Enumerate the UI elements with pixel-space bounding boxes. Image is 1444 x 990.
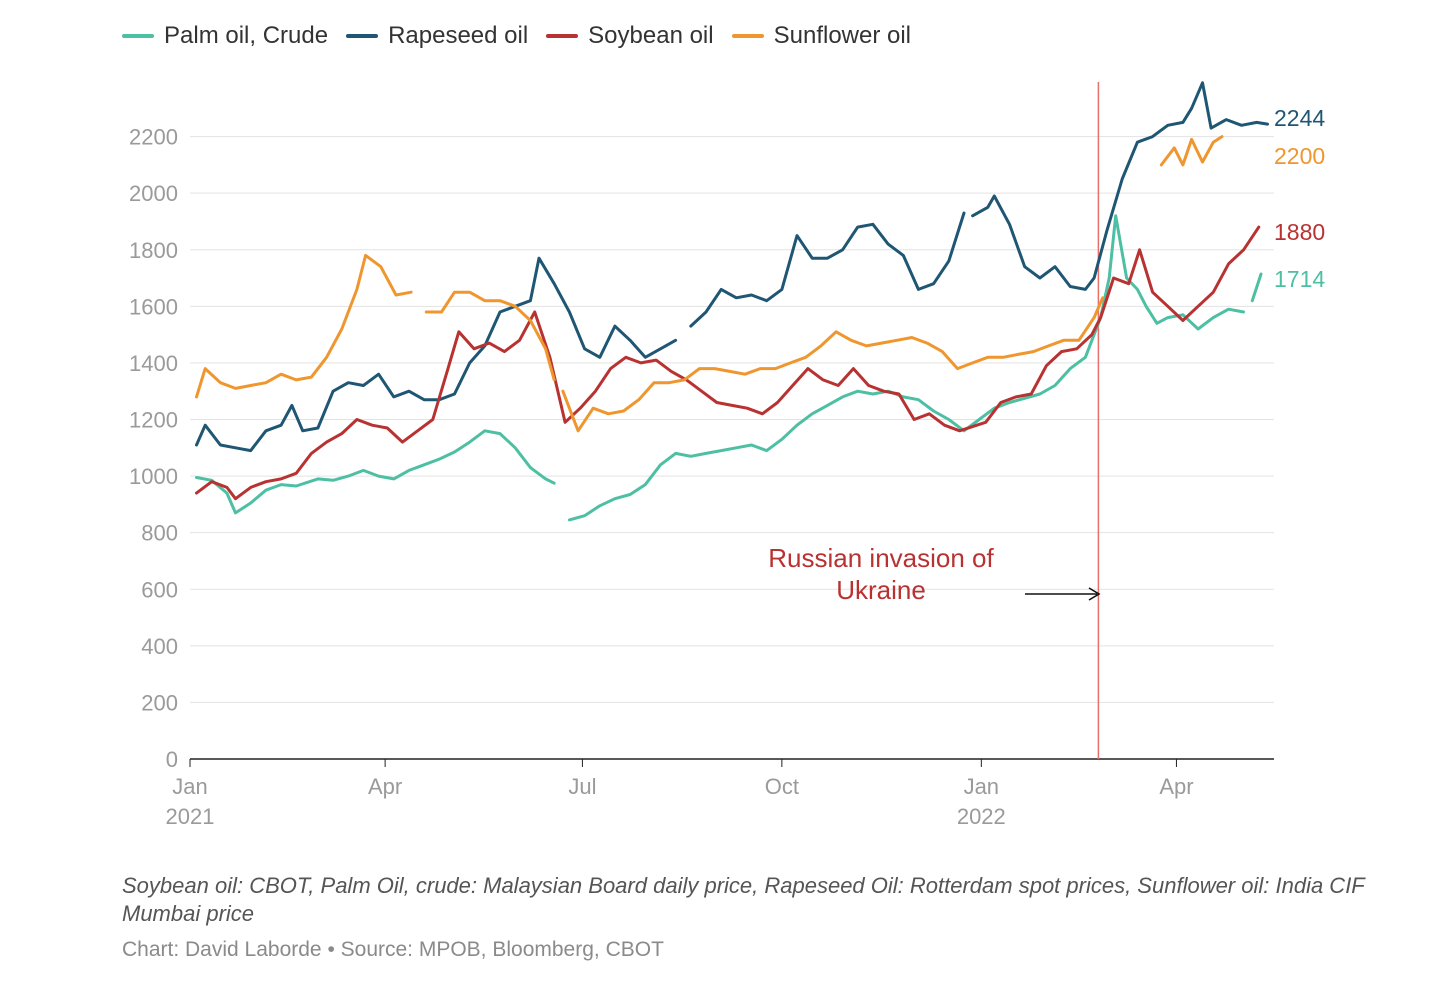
legend-swatch	[731, 34, 764, 38]
series-lines	[195, 81, 1269, 522]
legend-swatch	[122, 34, 154, 38]
y-tick-label: 1800	[129, 238, 178, 263]
invasion-annotation-line2: Ukraine	[836, 575, 926, 605]
end-value-labels: 1714 2244 1880 2200	[1274, 105, 1325, 292]
legend-item-palm-oil-crude: Palm oil, Crude	[122, 22, 328, 50]
x-tick-label: Apr	[1159, 774, 1193, 799]
legend-swatch	[346, 34, 379, 38]
chart-credit: Chart: David Laborde • Source: MPOB, Blo…	[122, 938, 664, 961]
y-tick-label: 2200	[129, 125, 178, 150]
sunflower-oil-line-segment-1	[195, 253, 413, 399]
y-tick-label: 1400	[129, 351, 178, 376]
soybean-oil-line-segment-1	[195, 225, 1261, 501]
legend-label: Soybean oil	[588, 22, 714, 49]
legend-swatch	[546, 34, 579, 38]
y-tick-label: 200	[141, 690, 178, 715]
legend-item-sunflower-oil: Sunflower oil	[731, 22, 912, 50]
palm-oil-crude-end-label: 1714	[1274, 266, 1325, 292]
x-tick-label: Jul	[568, 774, 596, 799]
rapeseed-oil-line-segment-1	[195, 256, 678, 453]
sunflower-oil-line-segment-2	[424, 290, 556, 382]
legend-item-soybean-oil: Soybean oil	[546, 22, 714, 50]
legend-label: Palm oil, Crude	[164, 22, 329, 49]
palm-oil-crude-line-segment-2	[567, 214, 1246, 522]
x-tick-year-label: 2021	[166, 804, 215, 829]
sunflower-oil-line-segment-3	[561, 296, 1105, 433]
y-tick-label: 400	[141, 634, 178, 659]
y-tick-label: 800	[141, 521, 178, 546]
line-chart: 0 200 400 600 800 1000 1200 1400 1600 1800 2000 220…	[129, 81, 1325, 829]
y-tick-label: 0	[166, 747, 178, 772]
y-axis-tick-labels: 0 200 400 600 800 1000 1200 1400 1600 1800 2000 220…	[129, 125, 178, 772]
invasion-arrow	[1025, 587, 1101, 601]
x-axis-tick-labels: Jan 2021 Apr Jul Oct Jan 2022 Apr	[166, 759, 1194, 829]
grid-lines	[190, 136, 1274, 760]
sunflower-oil-end-label: 2200	[1274, 143, 1325, 169]
x-tick-label: Jan	[172, 774, 207, 799]
invasion-annotation-line1: Russian invasion of	[768, 543, 994, 573]
x-tick-year-label: 2022	[957, 804, 1006, 829]
sunflower-oil-line-segment-4	[1159, 135, 1224, 167]
rapeseed-oil-line-segment-2	[689, 211, 966, 328]
soybean-oil-end-label: 1880	[1274, 219, 1325, 245]
x-tick-label: Apr	[368, 774, 402, 799]
y-tick-label: 1200	[129, 408, 178, 433]
y-tick-label: 1600	[129, 294, 178, 319]
legend-label: Rapeseed oil	[388, 22, 529, 49]
palm-oil-crude-line-segment-3	[1250, 272, 1263, 303]
chart-legend: Palm oil, Crude Rapeseed oil Soybean oil Su…	[122, 22, 911, 50]
source-note: Soybean oil: CBOT, Palm Oil, crude: Mala…	[122, 873, 1365, 926]
legend-item-rapeseed-oil: Rapeseed oil	[346, 22, 528, 50]
rapeseed-oil-line-segment-3	[971, 81, 1269, 291]
x-tick-label: Jan	[964, 774, 999, 799]
legend-label: Sunflower oil	[773, 22, 912, 49]
x-tick-label: Oct	[765, 774, 799, 799]
y-tick-label: 2000	[129, 181, 178, 206]
y-tick-label: 600	[141, 577, 178, 602]
y-tick-label: 1000	[129, 464, 178, 489]
rapeseed-oil-end-label: 2244	[1274, 105, 1325, 131]
palm-oil-crude-line-segment-1	[195, 429, 556, 515]
